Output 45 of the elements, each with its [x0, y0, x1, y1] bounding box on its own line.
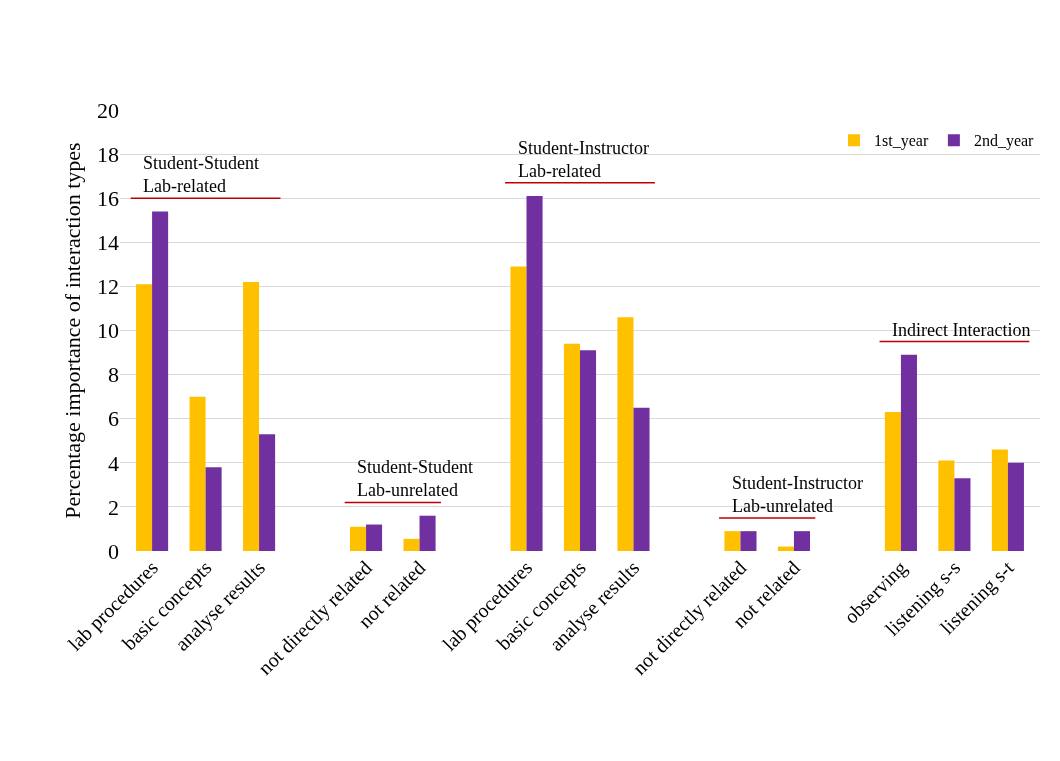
bar — [633, 407, 650, 551]
bar — [777, 546, 794, 551]
bar — [793, 531, 810, 551]
y-tick-label: 8 — [108, 362, 119, 388]
bar — [991, 449, 1008, 551]
bar — [954, 478, 971, 551]
bar — [403, 538, 420, 551]
y-tick-label: 6 — [108, 406, 119, 432]
bar — [580, 350, 597, 551]
bar — [740, 531, 757, 551]
bar — [510, 266, 527, 551]
y-axis-title: Percentage importance of interaction types — [59, 142, 85, 519]
bar — [136, 284, 153, 551]
annotation: Student-Student Lab-unrelated — [357, 457, 473, 501]
legend-label: 1st_year — [874, 132, 929, 151]
annotation: Student-Student Lab-related — [143, 153, 259, 197]
y-tick-label: 4 — [108, 450, 119, 476]
annotation: Indirect Interaction — [892, 320, 1031, 340]
bar — [526, 195, 543, 551]
bar — [152, 211, 169, 551]
y-tick-label: 20 — [97, 97, 119, 123]
bar — [350, 526, 367, 551]
bar — [884, 412, 901, 551]
y-tick-label: 2 — [108, 494, 119, 520]
y-tick-label: 12 — [97, 274, 119, 300]
y-tick-label: 18 — [97, 141, 119, 167]
bar — [243, 281, 260, 551]
bar — [938, 460, 955, 551]
bar — [563, 343, 580, 551]
annotation: Student-Instructor Lab-unrelated — [732, 473, 863, 517]
bar — [1007, 462, 1024, 551]
legend-label: 2nd_year — [973, 132, 1035, 151]
y-tick-label: 0 — [108, 538, 119, 564]
bar — [366, 524, 383, 551]
bar — [419, 515, 436, 551]
bar — [724, 531, 741, 551]
bar — [259, 434, 276, 551]
bar — [205, 467, 222, 551]
bar — [900, 354, 917, 551]
annotation: Student-Instructor Lab-related — [518, 138, 649, 182]
y-tick-label: 16 — [97, 185, 119, 211]
y-tick-label: 14 — [97, 230, 119, 255]
bar — [617, 317, 634, 551]
bar — [189, 396, 206, 551]
y-tick-label: 10 — [97, 318, 119, 344]
